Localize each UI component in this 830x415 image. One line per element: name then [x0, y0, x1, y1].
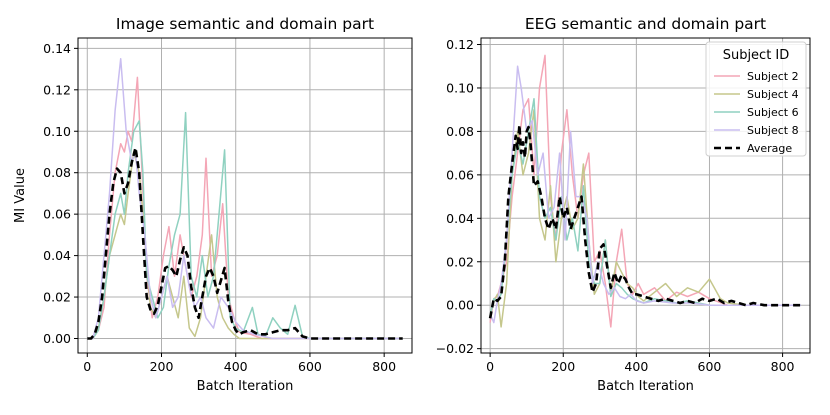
y-tick-label: 0.14 [43, 41, 71, 56]
x-axis-label: Batch Iteration [597, 379, 694, 394]
x-tick-label: 0 [486, 359, 494, 374]
y-tick-label: 0.06 [43, 207, 71, 222]
x-tick-label: 600 [698, 359, 722, 374]
series-line-average [87, 146, 403, 340]
legend: Subject ID Subject 2 Subject 4 Subject 6 Sub… [705, 41, 807, 157]
chart-panel-1: 0 200 400 600 800 0.00 0.02 0.04 0.06 0.08 0.10 0.1… [13, 15, 413, 394]
legend-label: Subject 6 [747, 106, 799, 119]
series-group [87, 57, 403, 340]
y-tick-label: 0.04 [43, 248, 71, 263]
legend-box [705, 41, 807, 157]
series-line-subject-8 [87, 57, 403, 340]
x-tick-label: 200 [150, 359, 174, 374]
x-tick-label: 200 [551, 359, 575, 374]
y-tick-label: 0.04 [446, 211, 474, 226]
axes-frame [480, 37, 811, 354]
x-axis-label: Batch Iteration [197, 379, 294, 394]
y-tick-label: 0.12 [446, 37, 474, 52]
series-line-subject-4 [489, 108, 801, 328]
y-tick-label: 0.10 [43, 124, 71, 139]
y-tick-label: 0.00 [446, 298, 474, 313]
chart-panel-2: 0 200 400 600 800 −0.02 0.00 0.02 0.04 0.06 0.08 0.… [436, 15, 811, 394]
x-tick-label: 0 [83, 359, 91, 374]
x-tick-label: 600 [298, 359, 322, 374]
series-line-subject-2 [87, 76, 403, 340]
series-line-average [488, 123, 801, 319]
legend-title: Subject ID [723, 48, 790, 63]
y-tick-label: 0.08 [446, 124, 474, 139]
y-tick-label: 0.12 [43, 82, 71, 97]
y-tick-label: 0.10 [446, 80, 474, 95]
legend-label: Subject 2 [747, 70, 799, 83]
y-axis-label: MI Value [13, 168, 28, 223]
y-tick-label: −0.02 [436, 341, 474, 356]
y-tick-label: 0.02 [446, 254, 474, 269]
chart-title: EEG semantic and domain part [525, 15, 766, 33]
y-tick-label: 0.06 [446, 167, 474, 182]
x-tick-label: 800 [372, 359, 396, 374]
y-tick-label: 0.00 [43, 331, 71, 346]
x-tick-label: 800 [771, 359, 795, 374]
y-tick-label: 0.02 [43, 290, 71, 305]
series-line-subject-2 [489, 54, 801, 328]
legend-label: Subject 4 [747, 88, 799, 101]
legend-label: Average [747, 142, 792, 155]
y-tick-label: 0.08 [43, 165, 71, 180]
legend-label: Subject 8 [747, 124, 799, 137]
axes-frame [77, 37, 413, 354]
series-line-subject-6 [87, 111, 403, 340]
x-tick-label: 400 [224, 359, 248, 374]
series-group [488, 54, 801, 328]
series-line-subject-4 [87, 151, 403, 340]
chart-title: Image semantic and domain part [116, 15, 374, 33]
x-tick-label: 400 [624, 359, 648, 374]
